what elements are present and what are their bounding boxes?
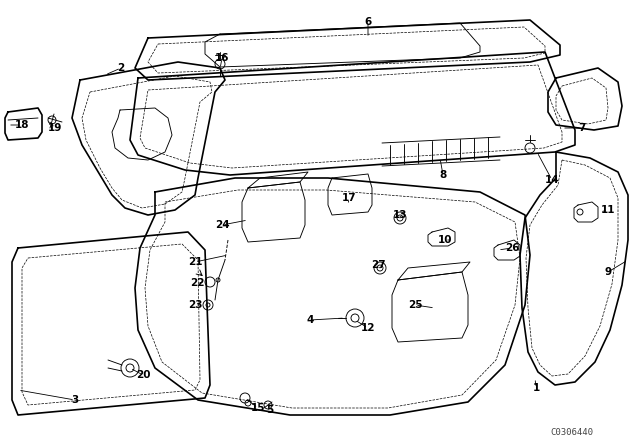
Text: C0306440: C0306440 — [550, 427, 593, 436]
Text: 16: 16 — [215, 53, 229, 63]
Text: 26: 26 — [505, 243, 519, 253]
Text: 27: 27 — [371, 260, 385, 270]
Text: 6: 6 — [364, 17, 372, 27]
Text: 17: 17 — [342, 193, 356, 203]
Text: 15: 15 — [251, 403, 265, 413]
Text: 7: 7 — [579, 123, 586, 133]
Text: 5: 5 — [266, 405, 274, 415]
Text: 18: 18 — [15, 120, 29, 130]
Text: 8: 8 — [440, 170, 447, 180]
Text: 11: 11 — [601, 205, 615, 215]
Text: 25: 25 — [408, 300, 422, 310]
Text: 1: 1 — [532, 383, 540, 393]
Text: 22: 22 — [189, 278, 204, 288]
Text: 21: 21 — [188, 257, 202, 267]
Text: 13: 13 — [393, 210, 407, 220]
Text: 24: 24 — [214, 220, 229, 230]
Text: 12: 12 — [361, 323, 375, 333]
Text: 14: 14 — [545, 175, 559, 185]
Text: 4: 4 — [307, 315, 314, 325]
Text: 2: 2 — [117, 63, 125, 73]
Text: 10: 10 — [438, 235, 452, 245]
Text: 19: 19 — [48, 123, 62, 133]
Text: 3: 3 — [72, 395, 79, 405]
Text: 20: 20 — [136, 370, 150, 380]
Text: 23: 23 — [188, 300, 202, 310]
Text: 9: 9 — [604, 267, 612, 277]
